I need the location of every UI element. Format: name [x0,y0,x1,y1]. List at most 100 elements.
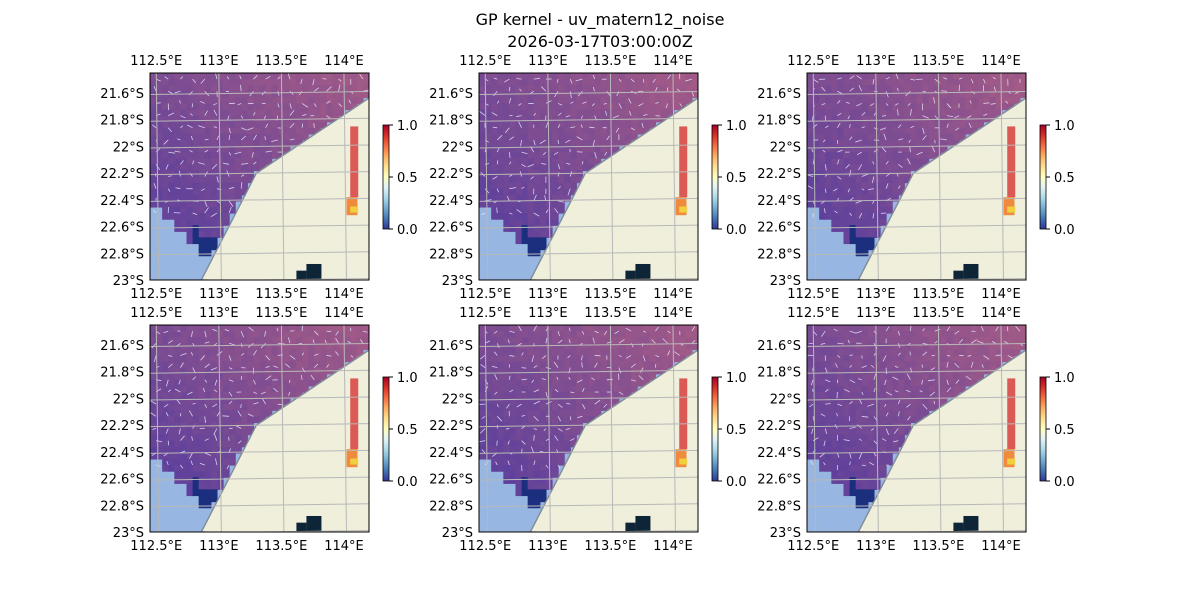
field-cell [564,343,571,350]
field-cell [180,373,188,381]
vector-arrow [192,376,197,381]
field-cell [497,152,504,159]
field-cell [150,182,157,190]
field-cell [904,361,912,369]
field-cell [229,97,236,105]
field-cell [308,325,315,332]
field-cell [503,410,511,417]
field-cell [837,337,845,344]
field-cell [861,121,869,129]
field-cell [570,121,577,129]
vector-arrow [481,449,486,454]
field-cell [552,355,559,363]
field-cell [204,164,212,172]
field-cell [594,133,602,141]
field-cell [995,85,1003,92]
field-cell [509,416,517,424]
field-cell [849,158,857,165]
field-cell [223,188,230,196]
field-cell [265,121,273,129]
field-cell [807,73,814,80]
field-cell [210,194,218,202]
grid-parallel [479,503,698,508]
field-cell [491,452,498,460]
field-cell [837,391,845,399]
field-cell [873,391,881,399]
vector-arrow [530,176,535,180]
field-cell [497,73,504,80]
field-cell [552,416,559,424]
field-cell [198,182,206,190]
field-cell [180,398,188,405]
vector-arrow [808,174,814,177]
field-cell [582,416,590,424]
field-cell [180,379,188,387]
field-cell [631,73,638,80]
vector-arrow [506,403,510,409]
field-cell [807,416,814,424]
field-cell [843,213,851,220]
deep-water-block [625,270,636,280]
field-cell [332,103,340,111]
vector-arrow [847,115,850,120]
vector-arrow [618,78,622,82]
vector-arrow [861,365,868,368]
field-cell [582,73,590,80]
field-cell [582,361,590,369]
vector-arrow [273,365,278,368]
grid-meridian [280,73,285,280]
field-cell [180,337,188,344]
field-cell [880,440,887,448]
field-cell [302,91,309,98]
field-cell [582,97,590,105]
field-cell [527,471,535,478]
vector-arrow [567,355,571,359]
field-cell [509,225,517,232]
field-cell [168,121,175,129]
field-cell [843,434,851,442]
field-cell [916,404,924,411]
field-cell [223,458,230,466]
field-cell [289,79,297,86]
field-cell [509,79,517,86]
field-cell [934,373,942,381]
field-cell [192,483,200,490]
vector-arrow [837,159,840,165]
field-cell [265,109,273,117]
field-cell [594,361,602,369]
field-cell [497,121,504,129]
land-mass [857,349,1026,532]
field-cell [953,91,960,98]
field-cell [594,73,602,80]
vector-arrow [934,115,939,120]
field-cell [588,391,596,399]
field-cell [922,103,930,111]
y-tick-label: 22.4°S [100,194,144,209]
field-cell [229,115,236,123]
field-cell [150,176,157,184]
field-cell [904,367,912,375]
field-cell [168,170,175,178]
field-cell [977,355,985,363]
vector-arrow [530,446,535,454]
vector-arrow [919,390,923,393]
field-cell [564,325,571,332]
field-cell [162,428,169,436]
field-cell [283,325,291,332]
field-cell [971,355,978,363]
field-cell [880,85,887,92]
vector-arrow [505,428,510,430]
vector-arrow [858,438,862,441]
x-tick-label-top: 113°E [856,306,896,321]
field-cell [326,91,334,98]
field-cell [497,465,504,472]
field-cell [241,188,248,196]
vector-arrow [970,361,974,368]
field-cell [515,440,523,448]
field-cell [192,85,200,92]
field-cell [904,343,912,350]
vector-arrow [835,363,838,368]
field-cell [259,85,267,92]
field-cell [861,391,869,399]
vector-arrow [521,367,527,369]
